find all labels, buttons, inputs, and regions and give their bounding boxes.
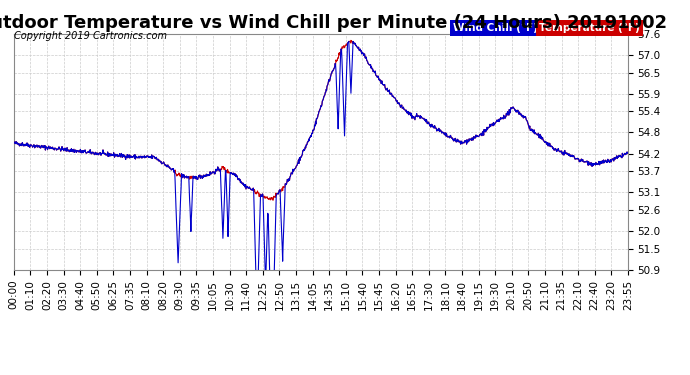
Text: Copyright 2019 Cartronics.com: Copyright 2019 Cartronics.com	[14, 32, 167, 41]
Text: Wind Chill (°F): Wind Chill (°F)	[453, 23, 538, 33]
Title: Outdoor Temperature vs Wind Chill per Minute (24 Hours) 20191002: Outdoor Temperature vs Wind Chill per Mi…	[0, 14, 667, 32]
Text: Temperature (°F): Temperature (°F)	[539, 23, 640, 33]
